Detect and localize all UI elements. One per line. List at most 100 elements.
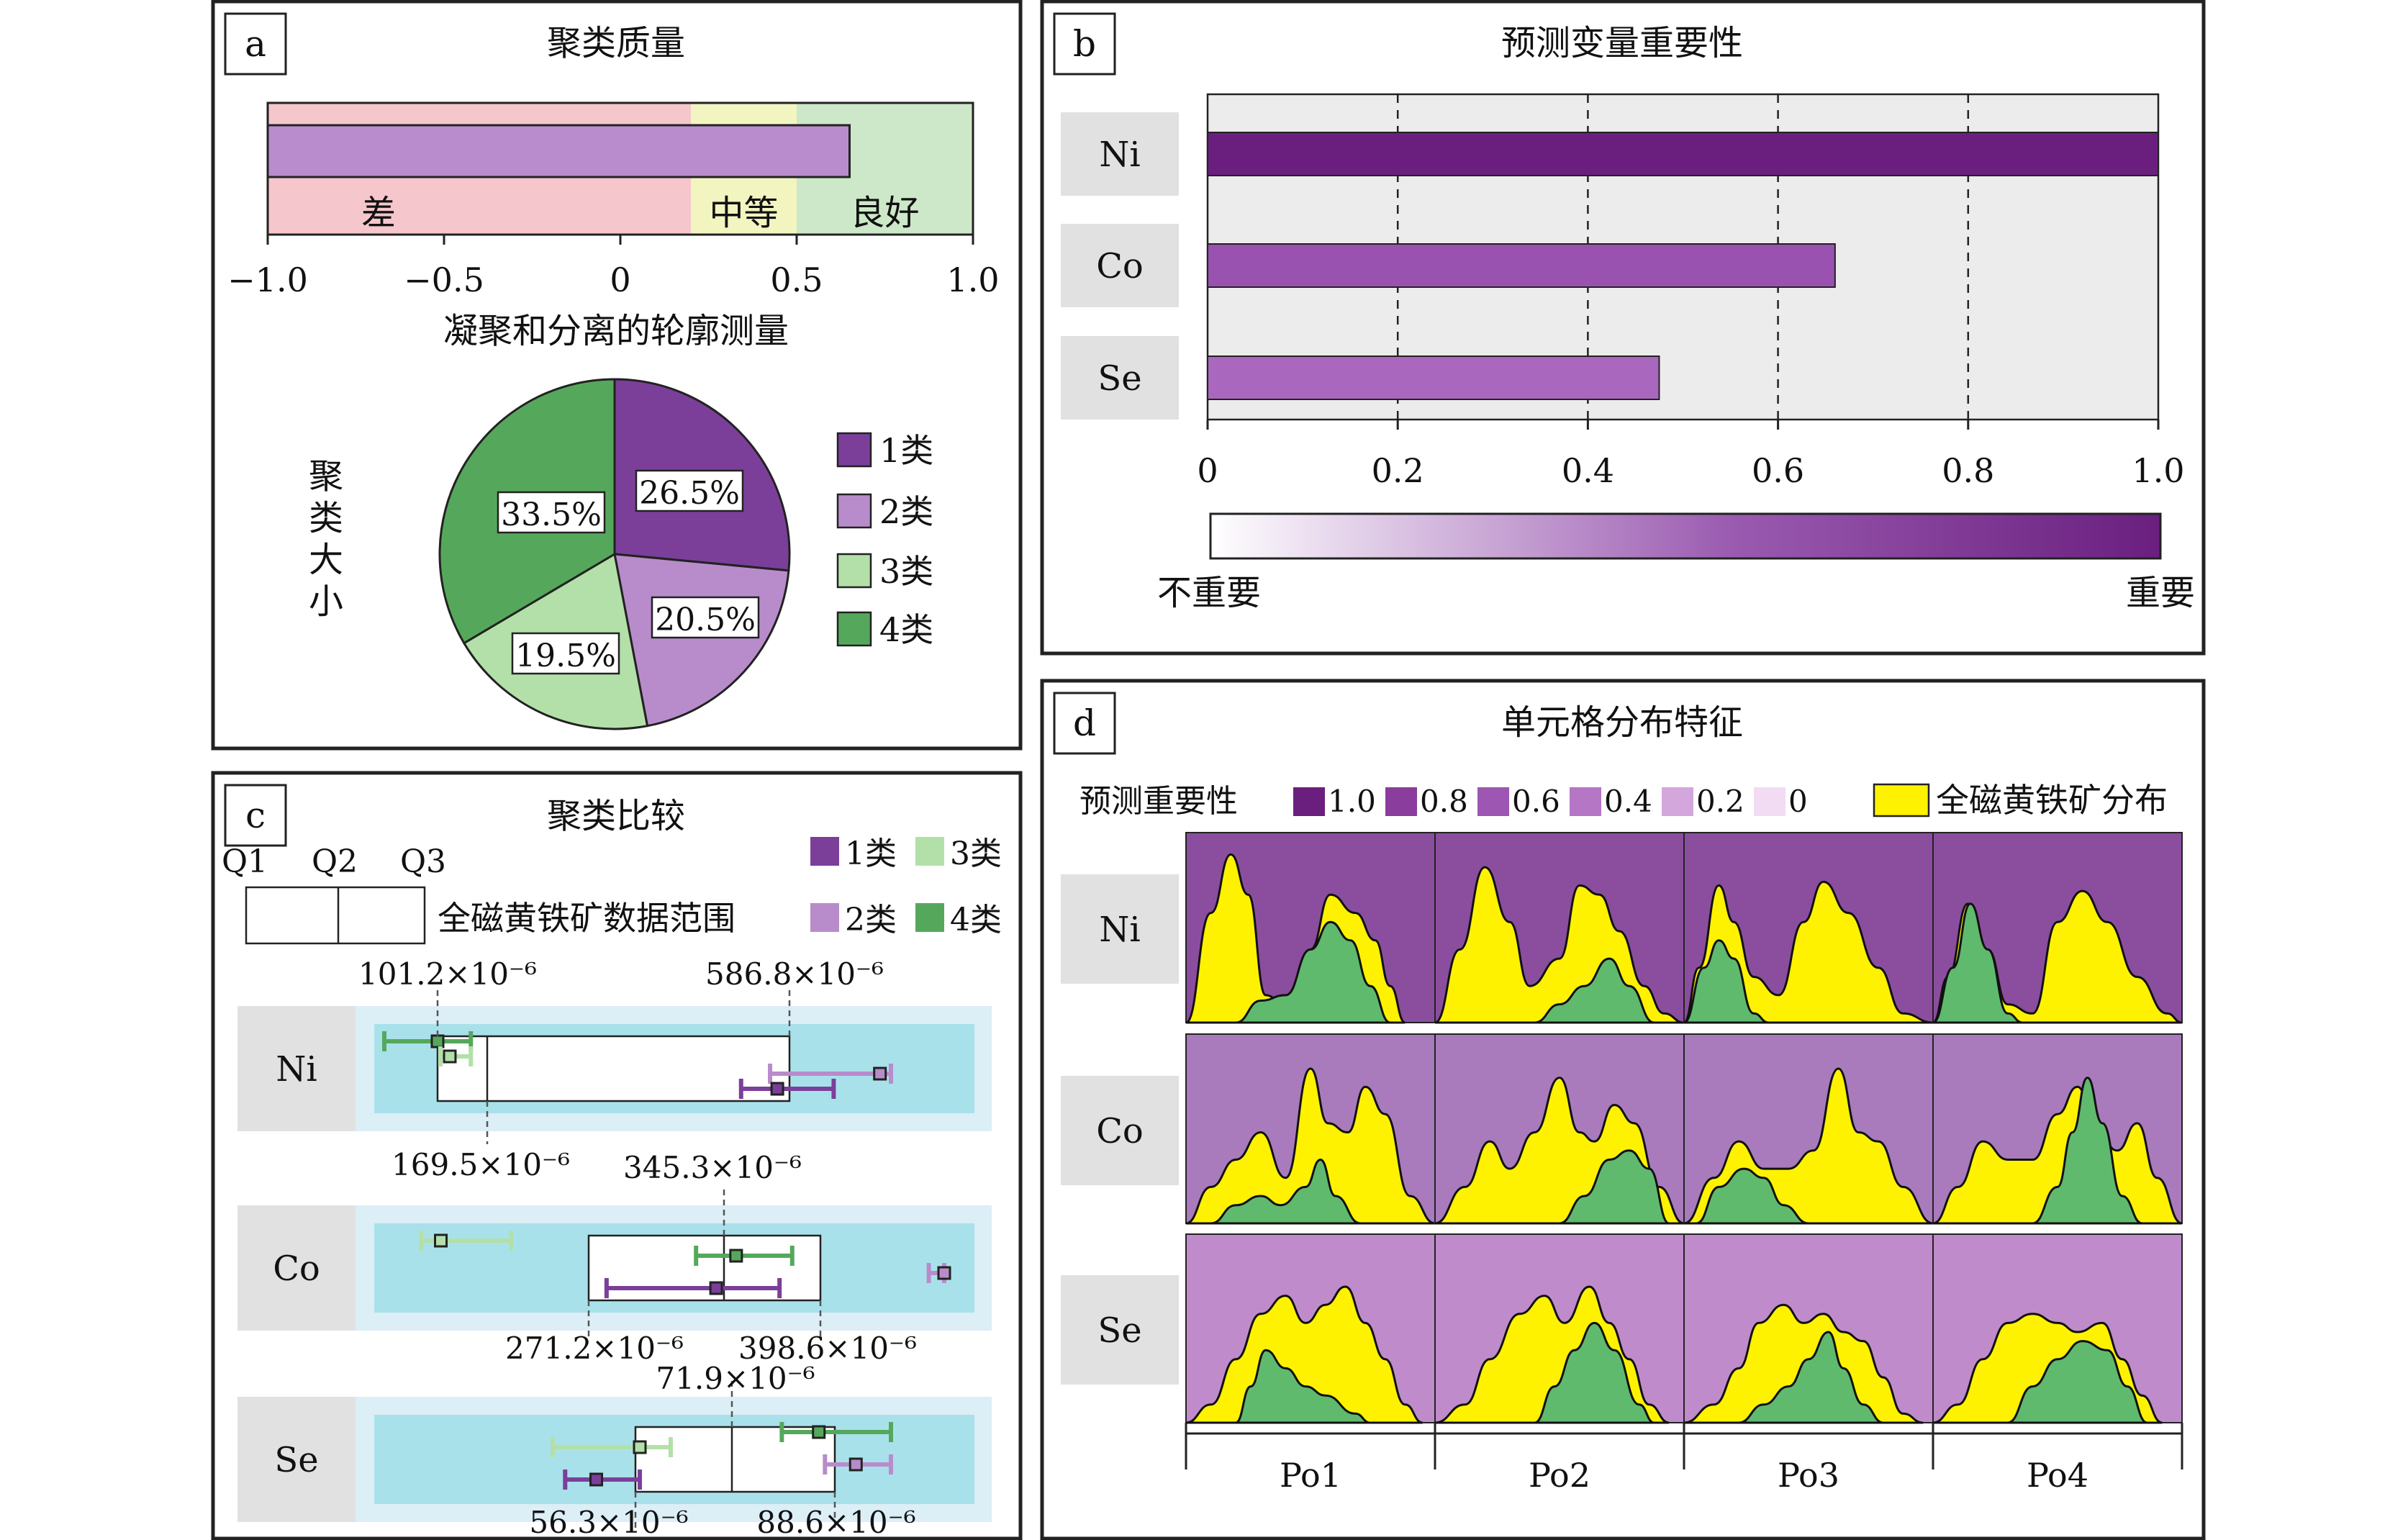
importance-row-label-se: Se xyxy=(1097,358,1141,399)
annotation-q3: 586.8×10⁻⁶ xyxy=(705,956,884,992)
legend-box-caption: 全磁黄铁矿数据范围 xyxy=(438,899,735,938)
comparison-box-legend: Q1 Q2 Q3 全磁黄铁矿数据范围 xyxy=(222,843,735,945)
comparison-row-label-se: Se xyxy=(274,1440,318,1480)
annotation-q3: 88.6×10⁻⁶ xyxy=(756,1505,915,1540)
pyrrhotite-distribution-area xyxy=(1932,1085,2183,1225)
cluster-distribution-area xyxy=(1683,939,1769,1024)
importance-legend-value: 0.8 xyxy=(1420,784,1468,819)
silhouette-bar-chart: 差 中等 良好 −1.0 −0.5 0 0.5 1.0 xyxy=(227,101,1000,299)
importance-row-label-box xyxy=(1061,336,1179,420)
distribution-col-label-po4: Po4 xyxy=(2027,1456,2088,1495)
importance-legend-value: 1.0 xyxy=(1328,784,1376,819)
colorbar-high-label: 重要 xyxy=(2126,573,2195,613)
panel-d-title: 单元格分布特征 xyxy=(1501,702,1743,743)
panel-a-letter-box xyxy=(224,12,287,76)
distribution-legend-swatch xyxy=(1873,783,1930,817)
cluster-distribution-area xyxy=(2032,1077,2143,1225)
panel-c: c 聚类比较 Q1 Q2 Q3 全磁黄铁矿数据范围 1类 3类 2类 4类 Ni 101.2×… xyxy=(211,771,1023,1540)
comparison-box xyxy=(436,1035,791,1102)
panel-d-letter-box xyxy=(1053,692,1116,755)
importance-legend-value: 0.6 xyxy=(1512,784,1560,819)
silhouette-axis-label: 凝聚和分离的轮廓测量 xyxy=(443,311,789,351)
silhouette-tick-label: 0.5 xyxy=(770,261,823,299)
legend-box xyxy=(245,886,426,945)
panel-b: b 预测变量重要性 Ni Co Se 0 0.2 0.4 0.6 0.8 1.0 不重要 重要 xyxy=(1040,0,2206,656)
importance-legend-label: 预测重要性 xyxy=(1079,783,1238,820)
annotation-q2: 345.3×10⁻⁶ xyxy=(623,1150,802,1185)
silhouette-tick-label: −1.0 xyxy=(227,261,308,299)
pie-legend: 1类 2类 3类 4类 xyxy=(836,431,933,649)
silhouette-band-label-3: 良好 xyxy=(850,193,919,233)
cluster-distribution-area xyxy=(1210,1158,1361,1225)
pie-label-box xyxy=(635,469,744,512)
pie-legend-label-3: 3类 xyxy=(879,552,933,591)
comparison-box xyxy=(587,1234,822,1302)
cluster-median-marker xyxy=(770,1082,784,1096)
panel-a-letter: a xyxy=(245,23,266,65)
comparison-box xyxy=(634,1426,836,1493)
importance-bar-ni xyxy=(1207,132,2159,176)
distribution-col-label-po3: Po3 xyxy=(1778,1456,1839,1495)
cluster-median-marker xyxy=(729,1249,743,1263)
annotation-q3: 398.6×10⁻⁶ xyxy=(738,1331,917,1366)
distribution-col-label-po2: Po2 xyxy=(1529,1456,1590,1495)
comparison-legend-label: 2类 xyxy=(845,902,897,938)
cluster-distribution-area xyxy=(2007,1340,2148,1424)
panel-d-letter: d xyxy=(1073,702,1096,744)
cluster-median-marker xyxy=(434,1233,448,1248)
panel-a: a 聚类质量 差 中等 良好 −1.0 −0.5 0 0.5 1.0 凝聚和分离的轮廓测量 2… xyxy=(211,0,1023,751)
importance-colorbar xyxy=(1209,512,2162,560)
importance-bar-co xyxy=(1207,243,1836,288)
comparison-cluster-legend: 1类 3类 2类 4类 xyxy=(810,835,1002,938)
comparison-legend-label: 3类 xyxy=(950,835,1002,872)
distribution-row-label-box xyxy=(1061,874,1179,984)
distribution-col-label-po1: Po1 xyxy=(1280,1456,1341,1495)
comparison-row-label-ni: Ni xyxy=(276,1049,317,1090)
silhouette-band-label-1: 差 xyxy=(361,193,396,233)
pie-label-box xyxy=(651,596,760,639)
legend-q1: Q1 xyxy=(222,843,268,880)
comparison-row-label-co: Co xyxy=(273,1249,320,1289)
pie-label-1: 26.5% xyxy=(639,475,740,512)
importance-tick-label: 0.6 xyxy=(1752,451,1804,490)
comparison-legend-swatch xyxy=(810,903,839,932)
cluster-size-pie: 26.5% 20.5% 19.5% 33.5% xyxy=(438,378,791,730)
cluster-median-marker xyxy=(873,1066,887,1081)
cluster-median-marker xyxy=(589,1472,604,1487)
pie-legend-swatch-4 xyxy=(836,611,872,647)
importance-legend-swatch xyxy=(1477,787,1509,816)
importance-bar-chart: Ni Co Se 0 0.2 0.4 0.6 0.8 1.0 xyxy=(1061,93,2185,490)
pie-axis-label-char: 小 xyxy=(309,581,343,622)
silhouette-tick-label: −0.5 xyxy=(404,261,484,299)
importance-legend-swatch xyxy=(1570,787,1601,816)
comparison-row-label-box xyxy=(237,1006,356,1131)
comparison-legend-swatch xyxy=(915,903,944,932)
importance-tick-label: 0.8 xyxy=(1942,451,1994,490)
panel-b-letter: b xyxy=(1073,23,1096,65)
distribution-row-label-ni: Ni xyxy=(1099,910,1140,950)
panel-c-title: 聚类比较 xyxy=(547,796,685,836)
importance-legend-value: 0 xyxy=(1788,784,1808,819)
annotation-q2: 169.5×10⁻⁶ xyxy=(391,1147,570,1182)
pie-legend-label-1: 1类 xyxy=(879,431,933,470)
cluster-median-marker xyxy=(709,1281,723,1295)
cluster-median-marker xyxy=(633,1440,647,1454)
cluster-median-marker xyxy=(848,1457,863,1472)
pie-axis-label-char: 大 xyxy=(309,540,343,580)
importance-tick-label: 0.2 xyxy=(1372,451,1424,490)
silhouette-tick-label: 1.0 xyxy=(946,261,999,299)
panel-a-title: 聚类质量 xyxy=(547,23,685,63)
importance-row-label-box xyxy=(1061,112,1179,196)
comparison-row-label-box xyxy=(237,1205,356,1331)
importance-legend-value: 0.4 xyxy=(1604,784,1652,819)
importance-tick-label: 0 xyxy=(1197,451,1218,490)
importance-legend-swatch xyxy=(1293,787,1325,816)
importance-bar-se xyxy=(1207,355,1660,400)
pyrrhotite-distribution-area xyxy=(1185,1067,1436,1225)
panel-b-letter-box xyxy=(1053,12,1116,76)
pie-label-box xyxy=(511,632,620,675)
legend-q2: Q2 xyxy=(312,843,358,880)
importance-row-label-co: Co xyxy=(1096,246,1144,286)
